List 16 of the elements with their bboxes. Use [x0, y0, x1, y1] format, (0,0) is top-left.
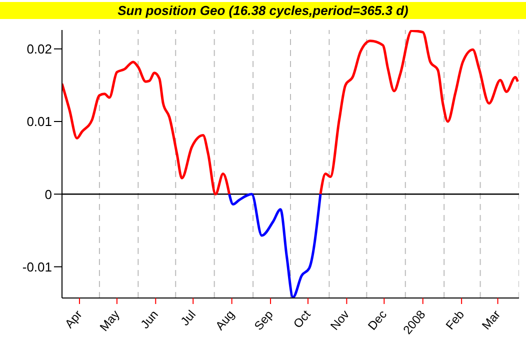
x-tick-label: Jul [178, 308, 198, 328]
x-tick-label: Feb [442, 307, 468, 332]
y-tick-label: 0 [44, 186, 52, 202]
y-tick-label: 0.02 [26, 42, 52, 56]
x-tick-label: Aug [212, 308, 238, 333]
x-tick-label: Mar [479, 308, 504, 332]
x-tick-label: Sep [251, 307, 276, 333]
x-tick-label: Apr [62, 308, 85, 331]
x-tick-label: Nov [328, 308, 352, 333]
y-tick-label: -0.01 [22, 259, 52, 274]
y-tick-label: 0.01 [26, 114, 52, 130]
x-tick-label: Dec [365, 308, 390, 333]
x-tick-label: Jun [138, 308, 162, 332]
chart-title: Sun position Geo (16.38 cycles,period=365.3 d) [0, 2, 526, 19]
line-series [228, 192, 322, 298]
x-tick-label: Oct [290, 306, 314, 331]
